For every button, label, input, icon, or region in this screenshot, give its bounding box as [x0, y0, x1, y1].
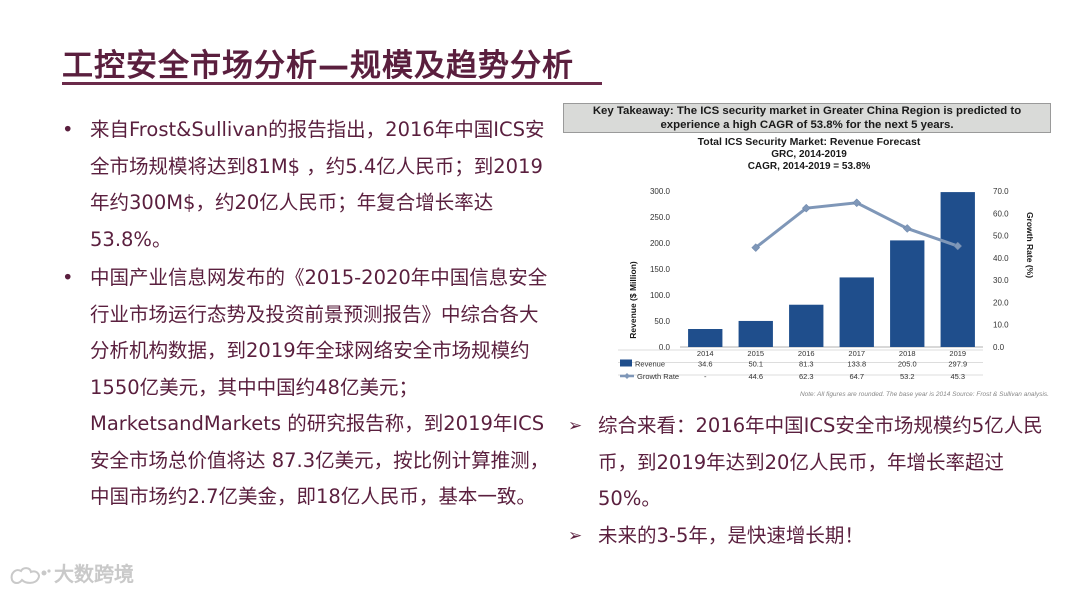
watermark: 大数跨境: [8, 558, 134, 587]
y-tick-label: 150.0: [650, 265, 671, 274]
bullet-text: 中国产业信息网发布的《2015-2020年中国信息安全行业市场运行态势及投资前景…: [90, 266, 550, 508]
y2-tick-label: 30.0: [993, 276, 1009, 285]
x-tick-label: 2019: [949, 349, 966, 358]
title-underline: [62, 82, 602, 85]
chart-subtitle-cagr: CAGR, 2014-2019 = 53.8%: [748, 161, 871, 172]
growth-data-label: 44.6: [748, 372, 763, 381]
legend-label-growth: Growth Rate: [637, 372, 679, 381]
y2-tick-label: 50.0: [993, 232, 1009, 241]
y-tick-label: 250.0: [650, 213, 671, 222]
y2-axis-label: Growth Rate (%): [1025, 212, 1035, 278]
growth-point-2017: [852, 198, 862, 208]
bar-revenue-2019: [940, 192, 975, 347]
growth-data-label: 53.2: [900, 372, 915, 381]
page-title: 工控安全市场分析—规模及趋势分析: [62, 48, 574, 84]
key-takeaway-box: Key Takeaway: The ICS security market in…: [563, 103, 1051, 133]
chart-title: Total ICS Security Market: Revenue Forec…: [698, 136, 921, 148]
conclusion-list: ➢ 综合来看：2016年中国ICS安全市场规模约5亿人民币，到2019年达到20亿…: [568, 408, 1058, 554]
y2-tick-label: 40.0: [993, 254, 1009, 263]
growth-data-label: -: [704, 372, 707, 381]
y2-tick-label: 60.0: [993, 209, 1009, 218]
y-tick-label: 300.0: [650, 187, 671, 196]
y-tick-label: 200.0: [650, 239, 671, 248]
x-tick-label: 2016: [798, 349, 815, 358]
growth-data-label: 64.7: [849, 372, 864, 381]
growth-point-2016: [801, 203, 811, 213]
growth-point-2019: [953, 241, 963, 251]
x-tick-label: 2014: [697, 349, 714, 358]
bar-revenue-2015: [738, 320, 773, 347]
chart-marks: 0.0 50.0 100.0 150.0 200.0 250.0 300.0 0.0 10.0 2…: [618, 187, 1009, 381]
conclusion-item-summary: ➢ 综合来看：2016年中国ICS安全市场规模约5亿人民币，到2019年达到20亿…: [568, 408, 1058, 518]
y-tick-label: 100.0: [650, 291, 671, 300]
bullet-list: • 来自Frost&Sullivan的报告指出，2016年中国ICS安全市场规模将…: [62, 112, 552, 518]
bullet-item-frost-sullivan: • 来自Frost&Sullivan的报告指出，2016年中国ICS安全市场规模将…: [62, 112, 552, 258]
bullet-marker: •: [62, 266, 74, 289]
y-tick-label: 0.0: [659, 343, 671, 352]
x-tick-label: 2018: [899, 349, 916, 358]
revenue-forecast-chart: Total ICS Security Market: Revenue Forec…: [618, 136, 1049, 398]
growth-data-label: 62.3: [799, 372, 814, 381]
revenue-data-label: 50.1: [748, 360, 763, 369]
conclusion-item-outlook: ➢ 未来的3-5年，是快速增长期！: [568, 518, 1058, 555]
x-tick-label: 2017: [848, 349, 865, 358]
bar-revenue-2016: [789, 304, 824, 347]
revenue-data-label: 133.8: [847, 360, 866, 369]
bullet-item-industry-report: • 中国产业信息网发布的《2015-2020年中国信息安全行业市场运行态势及投资前…: [62, 260, 552, 516]
growth-point-2018: [902, 224, 912, 233]
watermark-logo-icon: [10, 566, 51, 584]
arrow-bullet-icon: ➢: [568, 416, 583, 436]
watermark-text: 大数跨境: [54, 562, 134, 586]
bullet-text: 来自Frost&Sullivan的报告指出，2016年中国ICS安全市场规模将达…: [90, 118, 545, 251]
chart-panel: Key Takeaway: The ICS security market in…: [563, 100, 1055, 400]
revenue-data-label: 205.0: [898, 360, 917, 369]
chart-note: Note: All figures are rounded. The base …: [800, 391, 1049, 398]
legend-marker-growth: [624, 373, 630, 379]
bar-revenue-2014: [688, 329, 723, 347]
revenue-data-label: 34.6: [698, 360, 713, 369]
growth-data-label: 45.3: [950, 372, 965, 381]
y-axis-label: Revenue ($ Million): [628, 261, 638, 339]
bar-revenue-2018: [890, 240, 925, 347]
bullet-marker: •: [62, 118, 74, 141]
legend-swatch-revenue: [620, 359, 632, 367]
y2-tick-label: 20.0: [993, 298, 1009, 307]
growth-rate-line: [754, 201, 959, 249]
conclusion-text: 综合来看：2016年中国ICS安全市场规模约5亿人民币，到2019年达到20亿人…: [598, 414, 1043, 510]
y2-tick-label: 0.0: [993, 343, 1005, 352]
revenue-data-label: 297.9: [948, 360, 967, 369]
growth-point-2015: [751, 243, 761, 252]
y2-tick-label: 70.0: [993, 187, 1009, 196]
y-tick-label: 50.0: [654, 317, 670, 326]
bar-revenue-2017: [839, 277, 874, 347]
revenue-data-label: 81.3: [799, 360, 814, 369]
arrow-bullet-icon: ➢: [568, 525, 583, 546]
x-tick-label: 2015: [747, 349, 764, 358]
conclusion-text: 未来的3-5年，是快速增长期！: [598, 523, 864, 547]
y2-tick-label: 10.0: [993, 321, 1009, 330]
chart-subtitle: GRC, 2014-2019: [771, 149, 847, 160]
legend-label-revenue: Revenue: [635, 360, 665, 369]
